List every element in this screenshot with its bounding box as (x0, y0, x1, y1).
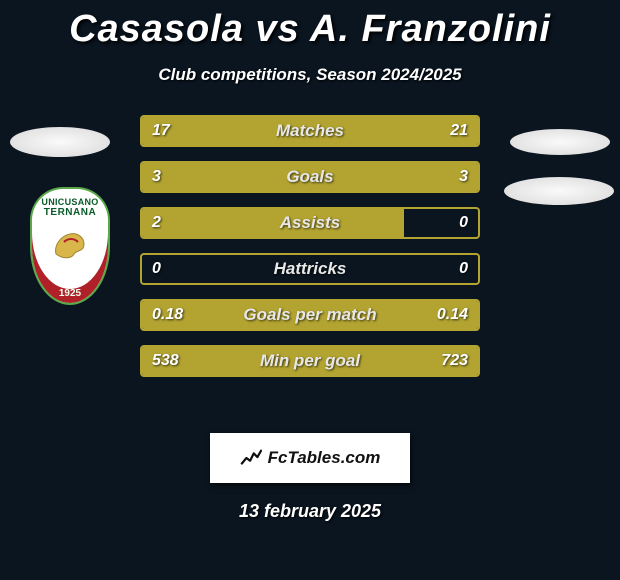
comparison-stage: UNICUSANO TERNANA 1925 17 21 Matches 3 3 Goal… (0, 115, 620, 415)
bar-fill-left (142, 163, 310, 191)
stat-bars: 17 21 Matches 3 3 Goals 2 0 Assists 0 0 Hattricks 0.… (140, 115, 480, 377)
stat-label: Goals (286, 167, 333, 187)
stat-value-right: 0 (459, 214, 468, 232)
source-label: FcTables.com (268, 448, 381, 468)
sparkline-icon (240, 447, 262, 469)
stat-row: 3 3 Goals (140, 161, 480, 193)
right-player-placeholder-2 (504, 177, 614, 205)
stat-value-right: 21 (450, 122, 468, 140)
stat-row: 0.18 0.14 Goals per match (140, 299, 480, 331)
stat-value-left: 0 (152, 260, 161, 278)
source-badge: FcTables.com (210, 433, 410, 483)
stat-value-left: 2 (152, 214, 161, 232)
dragon-icon (50, 224, 90, 264)
crest-line2: TERNANA (44, 207, 96, 218)
stat-label: Assists (280, 213, 340, 233)
stat-value-left: 0.18 (152, 306, 183, 324)
page-title: Casasola vs A. Franzolini (0, 0, 620, 51)
stat-row: 0 0 Hattricks (140, 253, 480, 285)
footer-date: 13 february 2025 (0, 501, 620, 522)
stat-value-left: 17 (152, 122, 170, 140)
right-player-placeholder-1 (510, 129, 610, 155)
stat-value-left: 538 (152, 352, 179, 370)
stat-label: Hattricks (274, 259, 347, 279)
stat-row: 2 0 Assists (140, 207, 480, 239)
stat-value-right: 3 (459, 168, 468, 186)
stat-row: 538 723 Min per goal (140, 345, 480, 377)
stat-value-right: 723 (441, 352, 468, 370)
stat-label: Matches (276, 121, 344, 141)
stat-label: Goals per match (243, 305, 376, 325)
stat-value-right: 0.14 (437, 306, 468, 324)
stat-label: Min per goal (260, 351, 360, 371)
crest-line1: UNICUSANO (41, 197, 98, 207)
page-subtitle: Club competitions, Season 2024/2025 (0, 65, 620, 85)
stat-value-left: 3 (152, 168, 161, 186)
stat-row: 17 21 Matches (140, 115, 480, 147)
crest-year: 1925 (59, 288, 81, 299)
stat-value-right: 0 (459, 260, 468, 278)
left-player-placeholder (10, 127, 110, 157)
bar-fill-left (142, 209, 404, 237)
club-crest: UNICUSANO TERNANA 1925 (30, 187, 110, 305)
bar-fill-right (310, 163, 478, 191)
